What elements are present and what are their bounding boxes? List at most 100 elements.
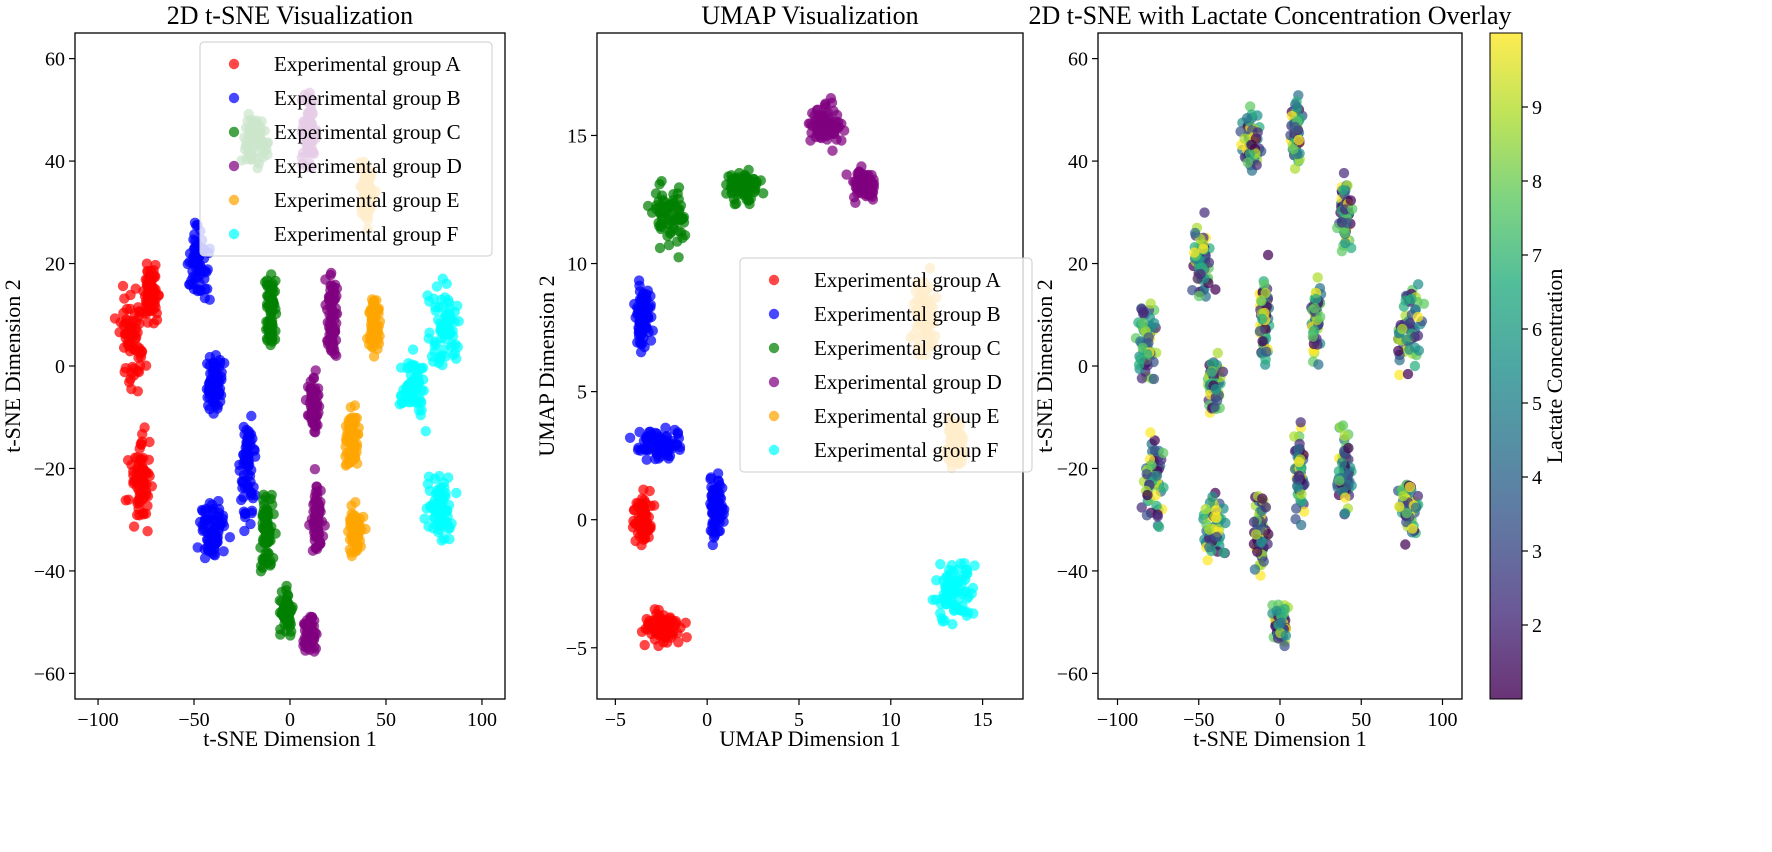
tsne-scatter-points-b — [209, 395, 220, 407]
lactate-scatter-points — [1158, 482, 1169, 493]
lactate-scatter-points — [1400, 539, 1411, 550]
lactate-scatter-points — [1307, 331, 1319, 342]
lactate-x-ticks-label: 0 — [1275, 709, 1285, 731]
lactate-scatter-points — [1148, 373, 1160, 385]
tsne-scatter-points-b — [199, 292, 211, 304]
tsne-legend-entry: Experimental group D — [274, 154, 462, 178]
tsne-x-ticks-label: −50 — [178, 709, 209, 731]
lactate-scatter-points — [1397, 323, 1408, 335]
umap-legend-box — [739, 257, 1033, 473]
umap-scatter-points-f — [963, 607, 974, 618]
tsne-scatter-points-f — [424, 485, 435, 496]
lactate-scatter-points — [1338, 167, 1350, 179]
lactate-scatter-points — [1312, 339, 1323, 350]
lactate-scatter-points — [1342, 217, 1353, 229]
lactate-scatter-points — [1336, 457, 1348, 468]
tsne-scatter-points-d — [305, 627, 317, 638]
lactate-scatter-points — [1133, 359, 1145, 370]
umap-scatter-points-c — [656, 190, 668, 201]
tsne-scatter-points-a — [137, 428, 148, 440]
tsne-scatter-points-f — [431, 281, 443, 292]
umap-x-ticks-label: 0 — [702, 709, 712, 731]
umap-chart-title: UMAP Visualization — [701, 1, 918, 30]
lactate-scatter-points — [1299, 506, 1310, 517]
umap-y-ticks: −5 0 5 10 15 — [566, 125, 597, 660]
lactate-scatter-points — [1145, 298, 1156, 309]
umap-scatter-points-f — [937, 616, 948, 627]
umap-y-ticks-label: −5 — [566, 638, 587, 660]
lactate-scatter-points — [1340, 492, 1351, 503]
lactate-scatter-points — [1204, 524, 1215, 535]
lactate-x-ticks: −100 −50 0 50 100 — [1097, 699, 1458, 731]
tsne-scatter-points-f — [394, 399, 405, 410]
lactate-x-ticks-label: 50 — [1351, 709, 1371, 731]
tsne-y-ticks-label: 40 — [45, 151, 65, 173]
umap-legend-marker — [768, 342, 780, 354]
umap-legend-entry: Experimental group F — [814, 438, 998, 462]
umap-y-ticks-label: 10 — [567, 254, 587, 276]
lactate-y-ticks-label: 20 — [1068, 254, 1088, 276]
lactate-scatter-points — [1293, 470, 1305, 481]
tsne-x-ticks-label: 0 — [285, 709, 295, 731]
colorbar-ticks-label: 6 — [1532, 319, 1542, 341]
tsne-scatter-points-d — [308, 373, 319, 384]
tsne-scatter-points-f — [424, 296, 435, 307]
lactate-scatter-points — [1402, 368, 1414, 380]
umap-y-ticks-label: 15 — [567, 125, 587, 147]
lactate-scatter-points — [1312, 272, 1323, 283]
tsne-scatter-points-c — [266, 305, 278, 317]
umap-scatter-points-d — [827, 145, 838, 156]
tsne-scatter-points-f — [437, 301, 449, 312]
umap-scatter-points-b — [714, 513, 725, 524]
tsne-scatter-points-f — [437, 350, 448, 361]
lactate-scatter-points — [1412, 311, 1424, 323]
tsne-scatter-points-e — [346, 438, 358, 449]
tsne-scatter-points-a — [142, 500, 153, 511]
lactate-scatter-points — [1258, 556, 1270, 567]
lactate-y-ticks-label: 40 — [1068, 151, 1088, 173]
colorbar-ticks-label: 9 — [1532, 97, 1542, 119]
umap-scatter-points-d — [854, 167, 865, 178]
tsne-scatter-points-c — [262, 516, 273, 528]
umap-x-ticks-label: −5 — [605, 709, 626, 731]
tsne-scatter-points-a — [135, 438, 146, 450]
tsne-scatter-points-f — [452, 300, 463, 311]
tsne-scatter-points-c — [266, 489, 277, 501]
lactate-scatter-points — [1145, 427, 1156, 438]
umap-scatter-points-d — [849, 176, 860, 188]
umap-scatter-points-c — [741, 194, 752, 205]
tsne-scatter-points-b — [247, 493, 259, 504]
tsne-scatter-points-d — [305, 636, 316, 647]
lactate-scatter-points — [1195, 268, 1206, 280]
lactate-scatter-points — [1406, 293, 1417, 305]
lactate-scatter-points — [1313, 359, 1324, 370]
lactate-scatter-points — [1280, 630, 1292, 641]
tsne-scatter-points-f — [435, 318, 446, 329]
tsne-scatter-points-f — [405, 370, 417, 381]
tsne-scatter-points-a — [141, 258, 153, 269]
umap-panel: UMAP Visualization −5 0 5 10 15 −5 0 5 10 15 UMA… — [534, 1, 1033, 751]
lactate-scatter-points — [1347, 203, 1358, 215]
tsne-scatter-points-d — [310, 386, 321, 397]
umap-x-ticks: −5 0 5 10 15 — [605, 699, 993, 731]
umap-scatter-points-d — [858, 186, 870, 197]
tsne-scatter-points-e — [369, 337, 380, 348]
lactate-scatter-points — [1206, 367, 1217, 378]
lactate-scatter-points — [1276, 617, 1287, 628]
umap-scatter-points — [624, 93, 980, 652]
lactate-scatter-points — [1210, 284, 1221, 295]
lactate-scatter-points — [1404, 318, 1416, 329]
lactate-scatter-points — [1206, 358, 1218, 369]
tsne-scatter-points-c — [281, 594, 292, 606]
umap-scatter-points-f — [939, 593, 950, 604]
tsne-scatter-points-a — [148, 295, 159, 306]
lactate-scatter-points — [1345, 195, 1357, 206]
tsne-x-ticks: −100 −50 0 50 100 — [77, 699, 497, 731]
tsne-scatter-points-e — [346, 550, 357, 562]
tsne-scatter-points-b — [208, 358, 219, 369]
umap-scatter-points-f — [969, 560, 980, 571]
umap-scatter-points-d — [859, 175, 870, 187]
umap-x-ticks-label: 15 — [973, 709, 993, 731]
umap-scatter-points-d — [803, 118, 815, 129]
lactate-scatter-points — [1220, 517, 1231, 529]
